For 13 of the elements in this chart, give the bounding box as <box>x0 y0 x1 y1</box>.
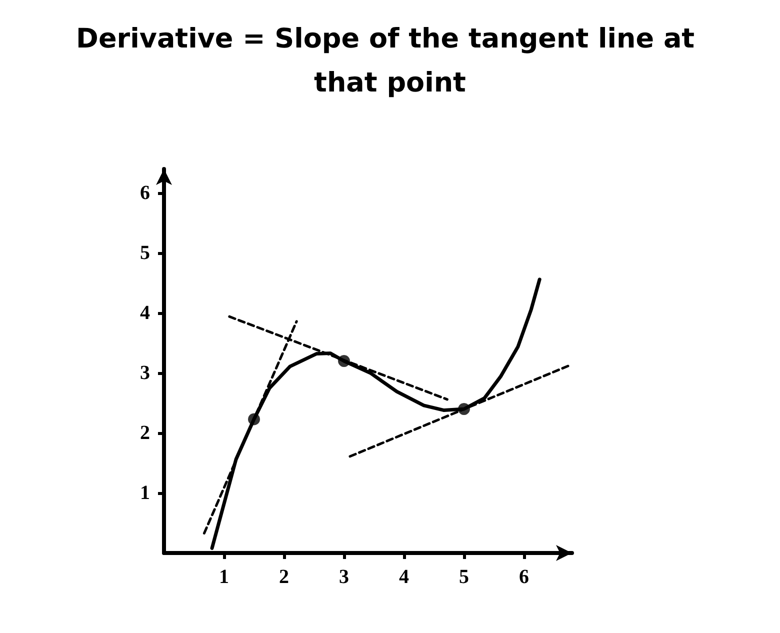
x-tick-label: 3 <box>339 566 349 588</box>
y-tick-label: 5 <box>140 242 150 264</box>
x-tick-label: 6 <box>519 566 529 588</box>
chart-title: Derivative = Slope of the tangent line at that point <box>76 24 704 98</box>
x-tick-label: 2 <box>279 566 289 588</box>
y-tick-label: 4 <box>140 302 150 324</box>
y-tick-label: 1 <box>140 482 150 504</box>
x-tick-label: 1 <box>219 566 229 588</box>
y-tick-label: 3 <box>140 362 150 384</box>
y-tick-label: 2 <box>140 422 150 444</box>
x-tick-label: 5 <box>459 566 469 588</box>
y-tick-label: 6 <box>140 182 150 204</box>
x-tick-label: 4 <box>399 566 409 588</box>
